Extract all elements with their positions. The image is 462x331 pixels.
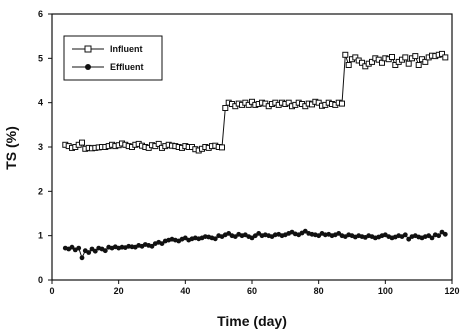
effluent-point (252, 233, 258, 239)
y-axis-title: TS (%) (3, 126, 19, 170)
x-tick-label: 40 (180, 286, 190, 296)
influent-point (375, 56, 382, 63)
influent-point (339, 100, 345, 107)
effluent-point (302, 228, 308, 234)
effluent-point (92, 248, 98, 254)
legend-box (63, 35, 163, 81)
x-tick-label: 0 (49, 286, 54, 296)
x-tick-label: 120 (444, 286, 459, 296)
x-tick-label: 100 (378, 286, 393, 296)
influent-point (402, 54, 409, 61)
x-axis-ticks: 0 20 40 60 80 100 120 (49, 280, 460, 296)
y-tick-label: 6 (38, 9, 43, 19)
y-tick-label: 3 (38, 142, 43, 152)
effluent-point (159, 241, 165, 247)
effluent-point (76, 245, 82, 251)
influent-point (379, 59, 385, 66)
legend-effluent-marker (85, 64, 91, 70)
effluent-point (429, 235, 435, 241)
influent-series (62, 50, 449, 154)
influent-point (412, 53, 419, 60)
influent-point (405, 60, 412, 67)
legend-influent-marker (84, 45, 92, 53)
influent-point (422, 58, 429, 65)
influent-point (359, 59, 365, 66)
x-tick-label: 20 (114, 286, 124, 296)
influent-point (352, 54, 359, 61)
influent-point (219, 144, 225, 151)
effluent-series (62, 228, 448, 261)
influent-point (415, 62, 422, 68)
legend-influent-label: Influent (110, 44, 143, 54)
effluent-point (86, 250, 92, 255)
effluent-point (442, 231, 448, 237)
influent-point (245, 101, 252, 108)
effluent-point (182, 235, 188, 241)
y-tick-label: 4 (38, 98, 43, 108)
y-tick-label: 1 (38, 231, 43, 241)
effluent-point (436, 233, 442, 239)
influent-point (285, 99, 292, 106)
y-tick-label: 0 (38, 275, 43, 285)
influent-point (222, 105, 229, 111)
effluent-point (149, 243, 155, 249)
influent-point (389, 54, 395, 60)
influent-point (342, 51, 349, 58)
influent-point (79, 139, 85, 146)
x-axis-title: Time (day) (217, 313, 287, 329)
influent-point (249, 98, 255, 105)
influent-point (369, 58, 375, 65)
influent-point (315, 99, 322, 106)
effluent-point (69, 244, 75, 250)
effluent-point (232, 234, 238, 240)
influent-point (345, 62, 352, 68)
effluent-point (102, 248, 108, 254)
effluent-point (406, 236, 412, 242)
effluent-point (402, 232, 408, 238)
influent-point (155, 140, 162, 147)
influent-point (439, 50, 445, 57)
y-axis-ticks: 0 1 2 3 4 5 6 (38, 9, 52, 285)
x-tick-label: 60 (247, 286, 257, 296)
y-tick-label: 2 (38, 186, 43, 196)
influent-point (442, 54, 449, 61)
series-layer (62, 50, 449, 261)
effluent-point (212, 236, 218, 242)
effluent-point (79, 255, 85, 261)
legend: Influent Effluent (63, 35, 163, 81)
legend-effluent-label: Effluent (110, 62, 144, 72)
influent-point (392, 62, 399, 68)
y-tick-label: 5 (38, 53, 43, 63)
x-tick-label: 80 (314, 286, 324, 296)
